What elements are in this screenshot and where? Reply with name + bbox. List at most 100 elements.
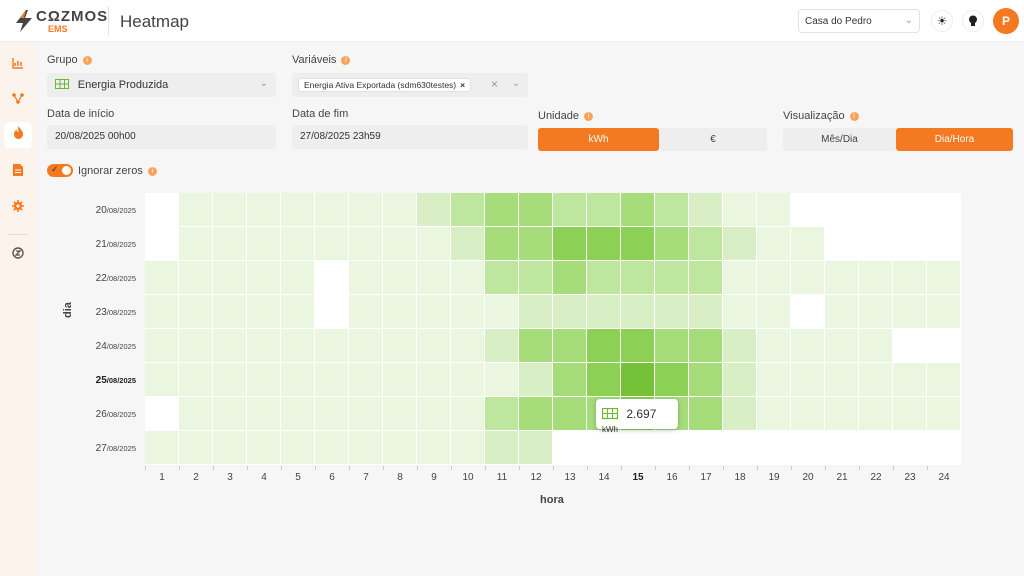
heatmap-cell[interactable] (179, 295, 213, 329)
heatmap-cell[interactable] (145, 329, 179, 363)
heatmap-cell[interactable] (383, 431, 417, 465)
heatmap-cell[interactable] (825, 397, 859, 431)
heatmap-cell[interactable] (893, 397, 927, 431)
heatmap-cell[interactable] (553, 295, 587, 329)
sidebar-item-settings[interactable] (4, 195, 32, 221)
heatmap-cell[interactable] (349, 431, 383, 465)
heatmap-cell[interactable] (757, 431, 791, 465)
info-icon[interactable]: i (82, 56, 92, 65)
heatmap-cell[interactable] (587, 193, 621, 227)
heatmap-cell[interactable] (587, 227, 621, 261)
heatmap-cell[interactable] (791, 431, 825, 465)
heatmap-cell[interactable] (825, 193, 859, 227)
heatmap-cell[interactable] (757, 295, 791, 329)
heatmap-cell[interactable] (451, 329, 485, 363)
heatmap-cell[interactable] (349, 397, 383, 431)
heatmap-cell[interactable] (553, 193, 587, 227)
unit-kwh-button[interactable]: kWh (538, 128, 659, 151)
heatmap-cell[interactable] (519, 431, 553, 465)
heatmap-cell[interactable] (723, 295, 757, 329)
sidebar-item-network[interactable] (4, 87, 32, 113)
heatmap-cell[interactable] (281, 193, 315, 227)
heatmap-cell[interactable] (417, 329, 451, 363)
heatmap-cell[interactable] (349, 227, 383, 261)
heatmap-cell[interactable] (893, 227, 927, 261)
heatmap-cell[interactable] (451, 193, 485, 227)
heatmap-cell[interactable] (621, 295, 655, 329)
heatmap-cell[interactable] (145, 227, 179, 261)
heatmap-cell[interactable] (689, 227, 723, 261)
heatmap-cell[interactable] (893, 363, 927, 397)
heatmap-cell[interactable] (145, 397, 179, 431)
heatmap-cell[interactable] (485, 295, 519, 329)
heatmap-cell[interactable] (655, 295, 689, 329)
heatmap-cell[interactable] (247, 261, 281, 295)
heatmap-cell[interactable] (213, 397, 247, 431)
heatmap-cell[interactable] (723, 227, 757, 261)
heatmap-cell[interactable] (315, 431, 349, 465)
heatmap-cell[interactable] (315, 397, 349, 431)
heatmap-cell[interactable] (587, 261, 621, 295)
heatmap-cell[interactable] (315, 261, 349, 295)
unit-euro-button[interactable]: € (659, 128, 767, 151)
heatmap-cell[interactable] (315, 295, 349, 329)
heatmap-cell[interactable] (179, 261, 213, 295)
heatmap-cell[interactable] (179, 227, 213, 261)
heatmap-cell[interactable] (927, 295, 961, 329)
heatmap-cell[interactable] (349, 363, 383, 397)
heatmap-cell[interactable] (349, 193, 383, 227)
heatmap-cell[interactable] (485, 363, 519, 397)
theme-toggle-button[interactable]: ☀ (931, 10, 953, 32)
heatmap-cell[interactable] (417, 261, 451, 295)
heatmap-cell[interactable] (927, 261, 961, 295)
heatmap-cell[interactable] (757, 193, 791, 227)
view-mes-dia-button[interactable]: Mês/Dia (783, 128, 896, 151)
heatmap-cell[interactable] (587, 431, 621, 465)
heatmap-cell[interactable] (349, 295, 383, 329)
heatmap-cell[interactable] (621, 227, 655, 261)
heatmap-cell[interactable] (213, 363, 247, 397)
heatmap-cell[interactable] (859, 261, 893, 295)
heatmap-cell[interactable] (417, 431, 451, 465)
heatmap-cell[interactable] (893, 329, 927, 363)
heatmap-cell[interactable] (247, 227, 281, 261)
info-icon[interactable]: i (849, 112, 859, 121)
heatmap-cell[interactable] (859, 397, 893, 431)
sidebar-item-charts[interactable] (4, 52, 32, 78)
heatmap-cell[interactable] (791, 261, 825, 295)
heatmap-cell[interactable] (927, 193, 961, 227)
heatmap-cell[interactable] (417, 363, 451, 397)
heatmap-cell[interactable] (179, 193, 213, 227)
heatmap-cell[interactable] (417, 193, 451, 227)
heatmap-cell[interactable] (315, 227, 349, 261)
heatmap-cell[interactable] (553, 261, 587, 295)
heatmap-cell[interactable] (383, 227, 417, 261)
heatmap-cell[interactable] (825, 431, 859, 465)
heatmap-cell[interactable] (689, 193, 723, 227)
heatmap-cell[interactable] (723, 363, 757, 397)
heatmap-cell[interactable] (621, 329, 655, 363)
heatmap-cell[interactable] (247, 397, 281, 431)
heatmap-cell[interactable] (825, 295, 859, 329)
heatmap-cell[interactable] (587, 295, 621, 329)
heatmap-cell[interactable] (553, 329, 587, 363)
heatmap-cell[interactable] (791, 397, 825, 431)
heatmap-cell[interactable] (689, 329, 723, 363)
variaveis-select[interactable]: Energia Ativa Exportada (sdm630testes) × … (292, 73, 528, 97)
heatmap-cell[interactable] (927, 397, 961, 431)
heatmap-cell[interactable] (723, 261, 757, 295)
heatmap-cell[interactable] (349, 329, 383, 363)
view-dia-hora-button[interactable]: Dia/Hora (896, 128, 1013, 151)
heatmap-cell[interactable] (145, 193, 179, 227)
heatmap-cell[interactable] (179, 431, 213, 465)
heatmap-cell[interactable] (757, 397, 791, 431)
heatmap-cell[interactable] (417, 227, 451, 261)
heatmap-cell[interactable] (859, 193, 893, 227)
heatmap-cell[interactable] (621, 363, 655, 397)
heatmap-cell[interactable] (825, 227, 859, 261)
heatmap-cell[interactable] (519, 261, 553, 295)
heatmap-cell[interactable] (621, 261, 655, 295)
heatmap-cell[interactable] (825, 363, 859, 397)
heatmap-cell[interactable] (621, 431, 655, 465)
heatmap-cell[interactable] (383, 329, 417, 363)
